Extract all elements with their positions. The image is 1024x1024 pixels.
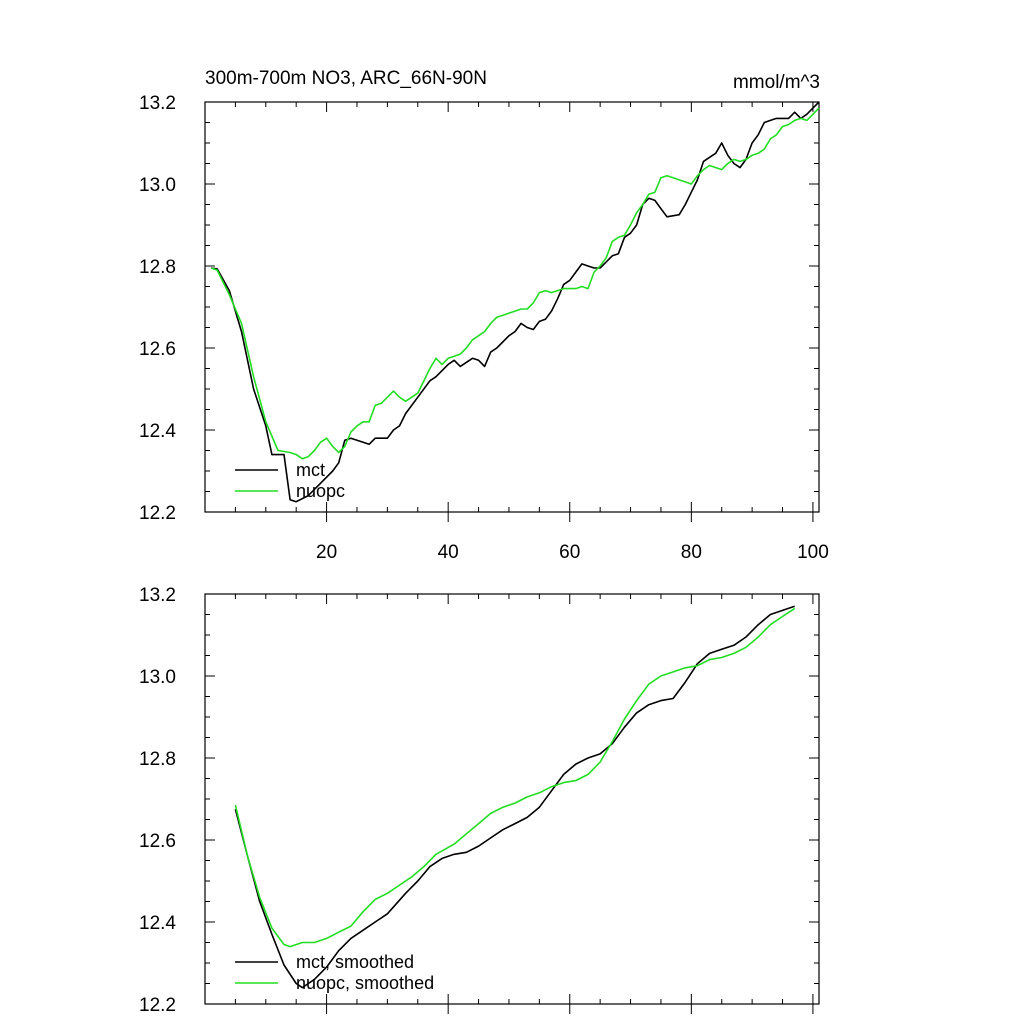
y-tick-label: 13.2	[139, 93, 176, 114]
series-line-mct	[210, 101, 820, 503]
y-tick-label: 12.8	[139, 749, 176, 770]
x-tick-label: 60	[559, 542, 580, 563]
y-tick-label: 12.2	[139, 995, 176, 1016]
y-tick-label: 13.2	[139, 585, 176, 606]
axis-ticks	[205, 593, 819, 1014]
legend-label: mct	[296, 460, 325, 480]
y-tick-label: 12.6	[139, 831, 176, 852]
axis-ticks	[205, 101, 819, 522]
x-tick-labels: 20 40 60 80 100	[316, 542, 829, 563]
panel-top: 300m-700m NO3, ARC_66N-90N mmol/m^3 12.2…	[139, 68, 829, 563]
y-tick-label: 12.6	[139, 339, 176, 360]
x-tick-label: 100	[797, 542, 829, 563]
legend-label: nuopc, smoothed	[296, 973, 434, 993]
series-group	[210, 101, 820, 503]
series-line-nuopc	[210, 107, 820, 460]
series-line-mct-smoothed	[234, 605, 795, 989]
y-tick-label: 12.4	[139, 421, 176, 442]
x-tick-label: 20	[316, 542, 337, 563]
legend-label: mct, smoothed	[296, 952, 414, 972]
chart-title: 300m-700m NO3, ARC_66N-90N	[205, 68, 487, 89]
y-tick-labels: 12.2 12.4 12.6 12.8 13.0 13.2	[139, 585, 176, 1016]
series-line-nuopc-smoothed	[234, 607, 796, 948]
x-tick-label: 80	[681, 542, 702, 563]
y-tick-label: 13.0	[139, 667, 176, 688]
x-tick-label: 40	[438, 542, 459, 563]
panel-bottom: 12.2 12.4 12.6 12.8 13.0 13.2 mct, smoothednu…	[139, 585, 820, 1016]
y-tick-labels: 12.2 12.4 12.6 12.8 13.0 13.2	[139, 93, 176, 524]
legend-label: nuopc	[296, 481, 345, 501]
y-tick-label: 12.4	[139, 913, 176, 934]
y-tick-label: 13.0	[139, 175, 176, 196]
units-label: mmol/m^3	[733, 72, 820, 93]
y-tick-label: 12.8	[139, 257, 176, 278]
y-tick-label: 12.2	[139, 503, 176, 524]
series-group	[234, 605, 796, 989]
